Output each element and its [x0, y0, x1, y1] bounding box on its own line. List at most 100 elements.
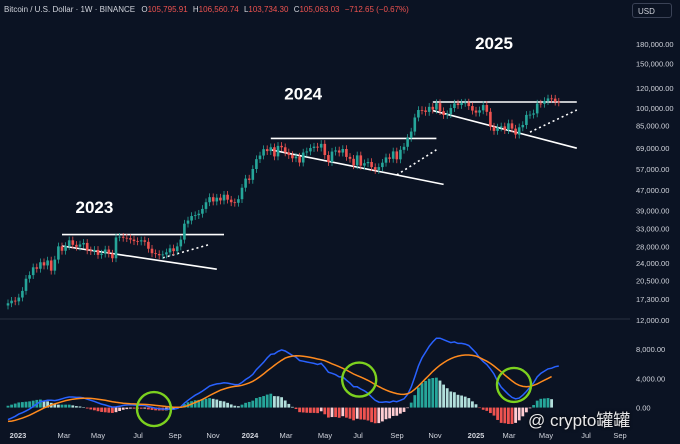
- candle-body: [301, 152, 305, 163]
- macd-histogram-bar: [543, 398, 546, 408]
- candle-body: [427, 106, 431, 112]
- macd-histogram-bar: [337, 407, 341, 418]
- candle-body: [449, 108, 453, 115]
- macd-histogram-bar: [409, 402, 413, 408]
- macd-histogram-bar: [111, 407, 114, 413]
- candle-body: [478, 110, 481, 113]
- macd-histogram-bar: [348, 407, 352, 419]
- macd-histogram-bar: [492, 407, 496, 416]
- macd-histogram-bar: [21, 402, 24, 408]
- candle-body: [503, 126, 507, 131]
- macd-histogram-bar: [132, 407, 136, 409]
- candle-body: [53, 259, 57, 271]
- currency-button[interactable]: USD: [632, 3, 672, 18]
- price-tick-label: 120,000.00: [636, 84, 674, 93]
- macd-histogram-bar: [481, 407, 485, 410]
- year-labels: 2023 2024 2025: [75, 34, 512, 217]
- candle-body: [453, 103, 456, 109]
- candles-layer: [6, 94, 561, 310]
- time-tick-label: Mar: [280, 431, 293, 440]
- macd-histogram-bar: [67, 404, 71, 408]
- time-tick-label: 2024: [242, 431, 260, 440]
- macd-histogram-bar: [103, 407, 107, 413]
- candle-body: [345, 148, 348, 157]
- macd-histogram-bar: [201, 399, 204, 408]
- macd-histogram-bar: [341, 407, 345, 417]
- candle-body: [323, 143, 327, 156]
- macd-histogram-bar: [78, 406, 82, 408]
- macd-histogram-bar: [550, 399, 553, 408]
- macd-histogram-bar: [517, 407, 521, 421]
- macd-histogram-bar: [402, 407, 406, 412]
- price-tick-label: 47,000.00: [636, 186, 669, 195]
- macd-histogram-bar: [463, 396, 467, 408]
- macd-histogram-bar: [312, 407, 316, 413]
- macd-histogram-bar: [96, 407, 100, 412]
- macd-histogram-bar: [114, 407, 118, 413]
- candle-body: [355, 155, 359, 166]
- macd-histogram-bar: [413, 395, 417, 408]
- macd-histogram-bar: [240, 404, 244, 408]
- macd-histogram-bar: [449, 391, 453, 408]
- macd-histogram-bar: [46, 401, 49, 408]
- time-tick-label: Jul: [133, 431, 143, 440]
- candle-body: [391, 151, 395, 159]
- candle-body: [366, 161, 370, 164]
- candle-body: [309, 148, 312, 152]
- price-tick-label: 17,300.00: [636, 295, 669, 304]
- time-tick-label: Sep: [390, 431, 403, 440]
- price-tick-label: 85,000.00: [636, 122, 669, 131]
- macd-histogram-bar: [388, 407, 391, 419]
- macd-histogram-bar: [139, 407, 143, 409]
- macd-histogram-bar: [208, 398, 211, 408]
- candle-body: [280, 145, 283, 148]
- macd-histogram-bar: [301, 407, 305, 413]
- macd-histogram-bar: [399, 407, 402, 414]
- macd-histogram-bar: [532, 405, 535, 408]
- candle-body: [154, 253, 157, 255]
- breakout-2024: [396, 149, 437, 176]
- candle-body: [553, 98, 557, 102]
- candle-body: [442, 111, 445, 116]
- candle-body: [381, 162, 384, 168]
- macd-tick-label: 8,000.00: [636, 345, 665, 354]
- macd-histogram-bar: [319, 407, 323, 412]
- candle-body: [161, 254, 165, 256]
- candle-body: [211, 197, 215, 202]
- candle-body: [438, 103, 442, 112]
- candle-body: [64, 245, 67, 251]
- macd-histogram-bar: [370, 407, 373, 423]
- macd-histogram-bar: [283, 400, 287, 408]
- candle-body: [546, 98, 550, 101]
- candle-body: [287, 152, 291, 156]
- candle-body: [183, 223, 186, 240]
- candle-body: [6, 303, 10, 306]
- ohlc-header: Bitcoin / U.S. Dollar · 1W · BINANCE O10…: [4, 5, 409, 14]
- candle-body: [283, 147, 287, 153]
- macd-histogram-bar: [125, 407, 129, 410]
- time-tick-label: May: [318, 431, 332, 440]
- candle-body: [222, 194, 226, 201]
- macd-histogram-bar: [10, 404, 13, 408]
- macd-histogram-bar: [420, 383, 424, 408]
- macd-histogram-bar: [431, 378, 435, 408]
- macd-histogram-bar: [442, 384, 445, 408]
- candle-body: [100, 253, 103, 255]
- macd-histogram-bar: [31, 400, 35, 408]
- candle-body: [46, 260, 49, 266]
- candle-body: [157, 254, 161, 256]
- candle-body: [395, 151, 399, 160]
- breakout-2025: [529, 109, 578, 133]
- candle-body: [431, 106, 435, 110]
- low-label: L: [243, 5, 249, 14]
- candle-body: [175, 246, 179, 252]
- macd-histogram-bar: [445, 388, 449, 408]
- macd-histogram-bar: [406, 407, 409, 409]
- candle-body: [445, 114, 449, 116]
- macd-histogram-bar: [197, 399, 201, 408]
- time-tick-label: Mar: [503, 431, 516, 440]
- candle-body: [413, 117, 417, 132]
- macd-histogram-bar: [546, 398, 550, 408]
- macd-histogram-bar: [129, 407, 132, 409]
- symbol-title[interactable]: Bitcoin / U.S. Dollar · 1W · BINANCE: [4, 5, 136, 14]
